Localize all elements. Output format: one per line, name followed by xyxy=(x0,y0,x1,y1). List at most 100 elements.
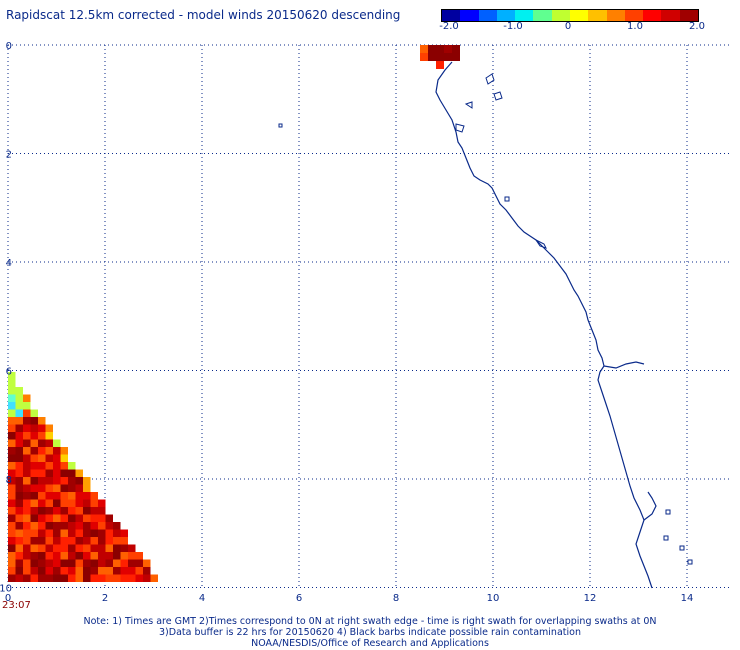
wind-cell xyxy=(15,477,23,485)
island xyxy=(534,238,547,249)
wind-cell xyxy=(120,559,128,567)
wind-cell xyxy=(30,537,38,545)
wind-cell xyxy=(23,492,31,500)
wind-cell xyxy=(98,544,106,552)
wind-cell xyxy=(8,552,16,560)
wind-cell xyxy=(30,522,38,530)
wind-cell xyxy=(105,544,113,552)
wind-cell xyxy=(15,537,23,545)
x-tick-label: 8 xyxy=(393,593,399,604)
grid-lines xyxy=(7,44,730,588)
wind-cell xyxy=(120,574,128,582)
island xyxy=(278,123,283,128)
wind-cell xyxy=(105,537,113,545)
wind-cell xyxy=(60,574,68,582)
wind-cell xyxy=(60,469,68,477)
wind-cell xyxy=(30,447,38,455)
wind-cell xyxy=(53,514,61,522)
wind-cell xyxy=(8,499,16,507)
wind-cell xyxy=(8,424,16,432)
wind-cell xyxy=(75,574,83,582)
wind-cell xyxy=(8,492,16,500)
wind-cell xyxy=(8,477,16,485)
wind-cell xyxy=(53,544,61,552)
wind-cell xyxy=(30,567,38,575)
wind-cell xyxy=(90,499,98,507)
wind-cell xyxy=(8,454,16,462)
wind-cell xyxy=(90,537,98,545)
wind-cell xyxy=(30,492,38,500)
y-tick-label: 10 xyxy=(0,584,12,595)
wind-cell xyxy=(128,574,136,582)
wind-cell xyxy=(68,567,76,575)
wind-cell xyxy=(53,484,61,492)
wind-cell xyxy=(60,522,68,530)
wind-cell xyxy=(45,484,53,492)
wind-cell xyxy=(68,559,76,567)
wind-cell xyxy=(8,439,16,447)
wind-cell xyxy=(98,559,106,567)
colorbar xyxy=(441,9,699,22)
wind-cell xyxy=(8,432,16,440)
wind-cell xyxy=(60,484,68,492)
wind-cell xyxy=(90,529,98,537)
wind-cell xyxy=(23,507,31,515)
wind-cell xyxy=(105,529,113,537)
wind-cell xyxy=(75,492,83,500)
wind-cell xyxy=(150,574,158,582)
colorbar-swatch xyxy=(478,10,497,21)
wind-cell xyxy=(420,53,428,61)
colorbar-swatch xyxy=(679,10,698,21)
wind-cell xyxy=(23,522,31,530)
wind-cell xyxy=(23,454,31,462)
wind-cell xyxy=(120,544,128,552)
wind-cell xyxy=(38,447,46,455)
wind-cell xyxy=(23,529,31,537)
wind-cell xyxy=(45,522,53,530)
wind-cell xyxy=(113,559,121,567)
wind-cell xyxy=(38,484,46,492)
wind-cell xyxy=(30,559,38,567)
wind-cell xyxy=(53,469,61,477)
wind-cell xyxy=(8,559,16,567)
wind-cell xyxy=(15,559,23,567)
wind-cell xyxy=(83,529,91,537)
wind-cell xyxy=(128,544,136,552)
wind-cell xyxy=(8,372,16,380)
colorbar-swatch xyxy=(606,10,625,21)
wind-cell xyxy=(436,45,444,53)
wind-cell xyxy=(45,477,53,485)
wind-cell xyxy=(30,469,38,477)
wind-cell xyxy=(23,477,31,485)
wind-cell xyxy=(444,53,452,61)
wind-cell xyxy=(60,454,68,462)
wind-cell xyxy=(38,567,46,575)
wind-cell xyxy=(128,567,136,575)
wind-cell xyxy=(23,417,31,425)
colorbar-label: 0 xyxy=(564,21,572,32)
coastline-path xyxy=(435,61,653,589)
colorbar-label: -1.0 xyxy=(503,21,523,32)
wind-cell xyxy=(45,537,53,545)
wind-cell xyxy=(68,499,76,507)
wind-cell xyxy=(38,514,46,522)
wind-cell xyxy=(8,537,16,545)
wind-cell xyxy=(98,507,106,515)
wind-cell xyxy=(8,447,16,455)
wind-cell xyxy=(23,439,31,447)
wind-cell xyxy=(30,507,38,515)
wind-cell xyxy=(68,514,76,522)
wind-cell xyxy=(38,432,46,440)
wind-cell xyxy=(90,544,98,552)
footer-note-1: Note: 1) Times are GMT 2)Times correspon… xyxy=(83,616,657,627)
wind-cell xyxy=(15,432,23,440)
wind-cell xyxy=(45,447,53,455)
wind-cell xyxy=(68,484,76,492)
wind-cell xyxy=(83,492,91,500)
colorbar-swatch xyxy=(643,10,662,21)
wind-cell xyxy=(68,552,76,560)
wind-cell xyxy=(15,507,23,515)
wind-cell xyxy=(90,574,98,582)
wind-cell xyxy=(90,507,98,515)
